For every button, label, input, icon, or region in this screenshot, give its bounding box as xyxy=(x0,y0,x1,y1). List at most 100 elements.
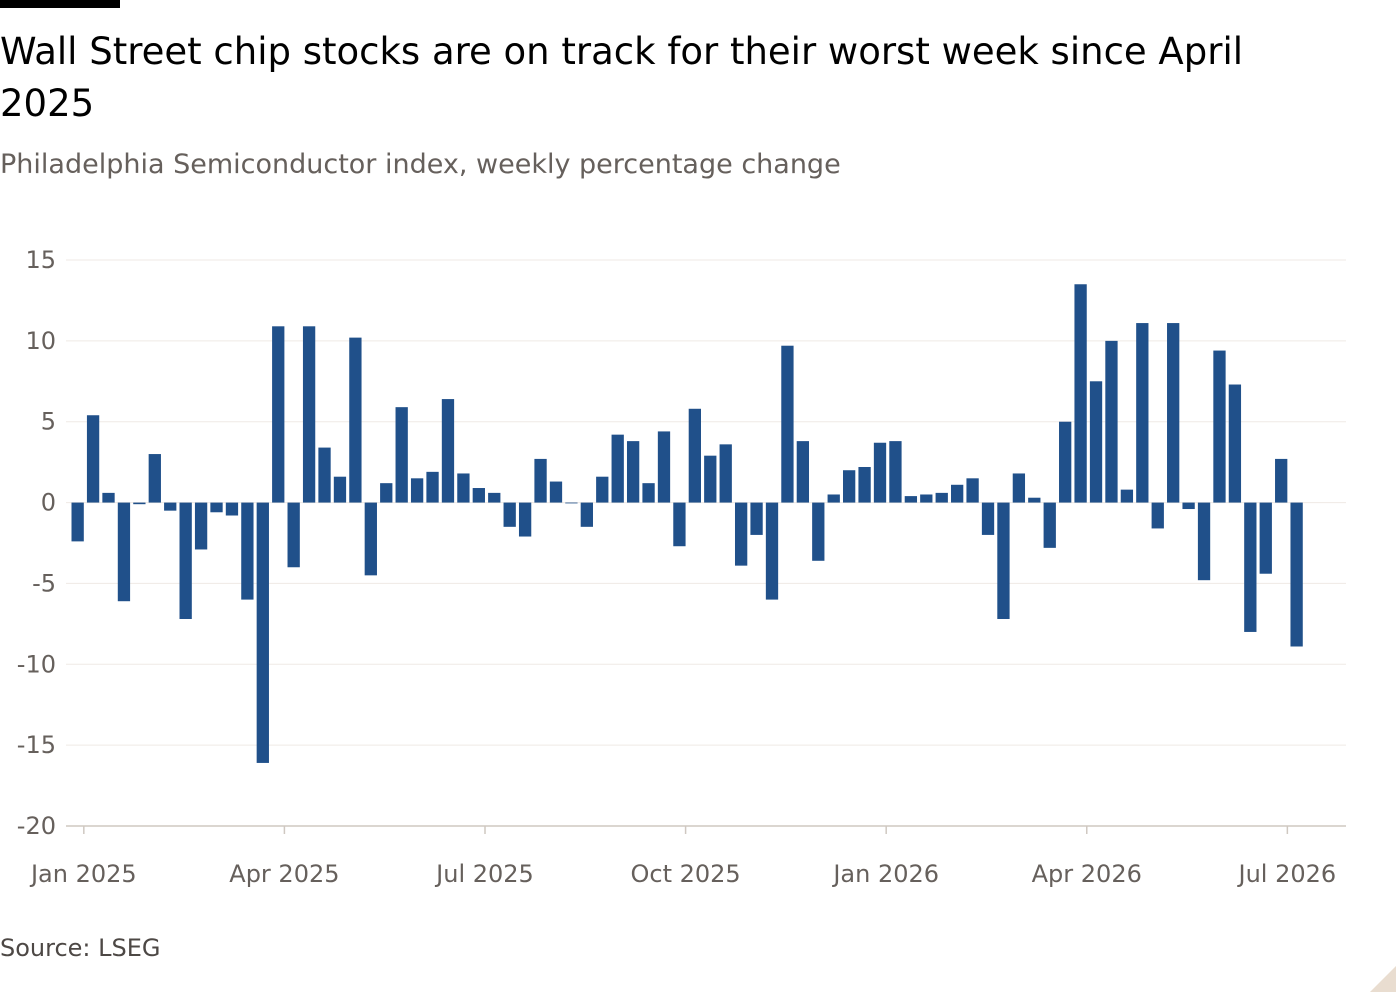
bar xyxy=(1244,502,1257,632)
bar xyxy=(488,492,501,503)
bar xyxy=(457,473,470,503)
bar xyxy=(164,502,177,511)
chart-subtitle: Philadelphia Semiconductor index, weekly… xyxy=(0,149,841,180)
bar xyxy=(966,478,979,503)
bar xyxy=(395,407,408,503)
bar xyxy=(380,483,393,503)
bar xyxy=(518,502,532,537)
bar xyxy=(1259,502,1272,574)
bar xyxy=(349,337,362,503)
y-axis-labels: 15 10 5 0 -5 -10 -15 -20 xyxy=(17,246,56,840)
bar xyxy=(472,488,485,503)
bar xyxy=(1105,340,1118,503)
bar xyxy=(688,408,701,503)
bar xyxy=(1197,502,1211,581)
bar xyxy=(148,454,161,503)
x-axis: Jan 2025 Apr 2025 Jul 2025 Oct 2025 Jan 2026… xyxy=(29,826,1336,888)
bar xyxy=(287,502,300,568)
x-tick-label: Jan 2025 xyxy=(29,860,137,888)
bars xyxy=(71,284,1303,763)
bar xyxy=(858,466,871,503)
y-tick-label: -15 xyxy=(17,731,56,759)
bar xyxy=(642,483,655,503)
bar xyxy=(1213,350,1226,503)
bar xyxy=(534,458,547,503)
bar xyxy=(503,502,516,527)
bar xyxy=(194,502,208,550)
bar xyxy=(997,502,1010,620)
corner-mark xyxy=(1370,966,1396,992)
y-tick-label: 5 xyxy=(41,408,56,436)
x-tick-label: Apr 2025 xyxy=(229,860,339,888)
y-tick-label: -20 xyxy=(17,812,56,840)
bar xyxy=(1182,502,1195,510)
y-tick-label: 10 xyxy=(25,327,56,355)
bar xyxy=(981,502,995,535)
bar xyxy=(1059,421,1072,503)
bar xyxy=(86,415,100,503)
bar xyxy=(1290,502,1303,647)
bar xyxy=(241,502,254,600)
source-note: Source: LSEG xyxy=(0,934,161,962)
chart-title: Wall Street chip stocks are on track for… xyxy=(0,30,1244,125)
bar xyxy=(256,502,269,763)
x-tick-label: Jan 2026 xyxy=(831,860,939,888)
bar xyxy=(889,441,902,503)
bar xyxy=(133,502,146,505)
bar xyxy=(951,484,964,503)
bar xyxy=(1167,323,1180,503)
bar xyxy=(565,502,578,504)
bar xyxy=(71,502,84,542)
bar xyxy=(272,326,285,503)
bar xyxy=(179,502,192,620)
bar xyxy=(1089,381,1103,503)
bar xyxy=(750,502,763,535)
bar xyxy=(657,431,671,503)
bar xyxy=(796,441,810,503)
bar xyxy=(734,502,748,566)
bar xyxy=(1074,284,1087,503)
bar xyxy=(410,478,424,503)
bar xyxy=(426,471,439,503)
bar xyxy=(1275,458,1288,503)
bar xyxy=(580,502,593,527)
bar xyxy=(549,481,563,503)
x-tick-label: Apr 2026 xyxy=(1032,860,1142,888)
y-tick-label: 0 xyxy=(41,489,56,517)
bar xyxy=(920,494,933,503)
bar xyxy=(1120,489,1134,503)
bar xyxy=(364,502,377,576)
bar xyxy=(596,476,609,503)
bar xyxy=(1136,323,1149,503)
bar xyxy=(225,502,239,516)
bar xyxy=(904,496,918,503)
bar xyxy=(935,492,948,503)
bar xyxy=(210,502,223,513)
bar xyxy=(765,502,779,600)
bar xyxy=(302,326,316,503)
bar xyxy=(626,441,640,503)
bar xyxy=(843,470,856,503)
bar xyxy=(441,399,455,503)
bar xyxy=(318,447,331,503)
bar xyxy=(673,502,686,547)
bar xyxy=(827,494,840,503)
bar xyxy=(117,502,131,602)
y-tick-label: 15 xyxy=(25,246,56,274)
bar xyxy=(1043,502,1056,548)
bar xyxy=(1228,384,1242,503)
y-tick-label: -5 xyxy=(32,569,56,597)
x-tick-label: Jul 2026 xyxy=(1237,860,1337,888)
y-tick-label: -10 xyxy=(17,650,56,678)
bar xyxy=(1012,473,1026,503)
brand-bar xyxy=(0,0,120,8)
bar xyxy=(704,455,717,503)
bar xyxy=(719,444,732,503)
bar xyxy=(333,476,347,503)
bar xyxy=(781,345,794,503)
x-tick-label: Jul 2025 xyxy=(434,860,534,888)
bar xyxy=(611,434,624,503)
bar xyxy=(102,492,115,503)
